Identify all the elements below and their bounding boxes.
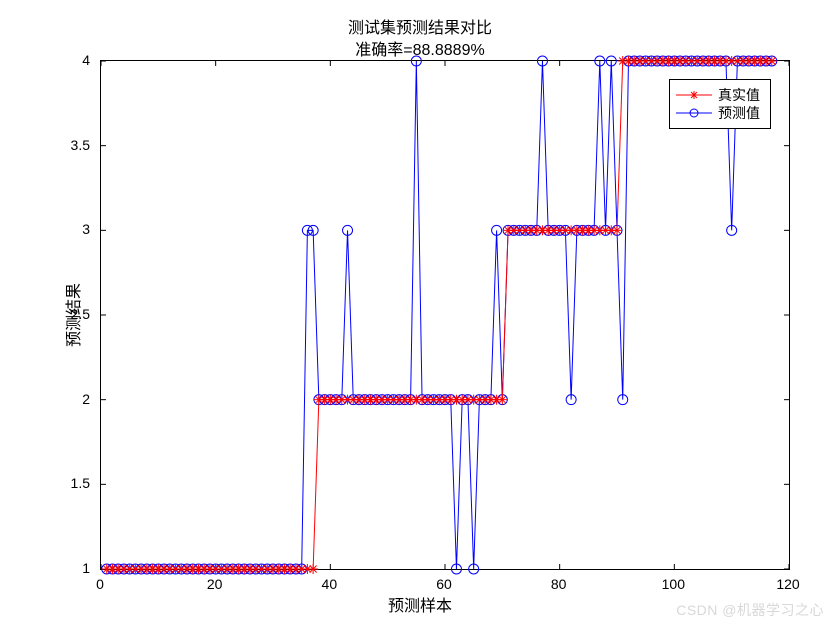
x-tick: 60	[436, 576, 452, 592]
x-tick: 40	[322, 576, 338, 592]
y-tick: 1	[50, 560, 90, 576]
legend-label-pred: 预测值	[718, 103, 760, 123]
y-tick: 2.5	[50, 306, 90, 322]
legend-label-true: 真实值	[718, 85, 760, 105]
x-tick: 80	[551, 576, 567, 592]
legend-item-pred: 预测值	[676, 104, 760, 122]
figure-container: 测试集预测结果对比 准确率=88.8889% 预测结果 预测样本 0204060…	[0, 0, 840, 630]
y-tick: 2	[50, 391, 90, 407]
x-tick: 120	[776, 576, 799, 592]
plot-area: 真实值 预测值	[100, 60, 790, 570]
chart-title-line1: 测试集预测结果对比	[0, 14, 840, 38]
x-tick: 0	[96, 576, 104, 592]
y-tick: 4	[50, 52, 90, 68]
legend-sample-pred	[676, 104, 712, 122]
x-tick: 100	[662, 576, 685, 592]
legend: 真实值 预测值	[669, 79, 771, 129]
legend-item-true: 真实值	[676, 86, 760, 104]
legend-sample-true	[676, 86, 712, 104]
x-tick: 20	[207, 576, 223, 592]
chart-svg	[101, 61, 789, 569]
y-tick: 3	[50, 221, 90, 237]
watermark: CSDN @机器学习之心	[676, 600, 824, 620]
y-tick: 1.5	[50, 475, 90, 491]
y-tick: 3.5	[50, 137, 90, 153]
